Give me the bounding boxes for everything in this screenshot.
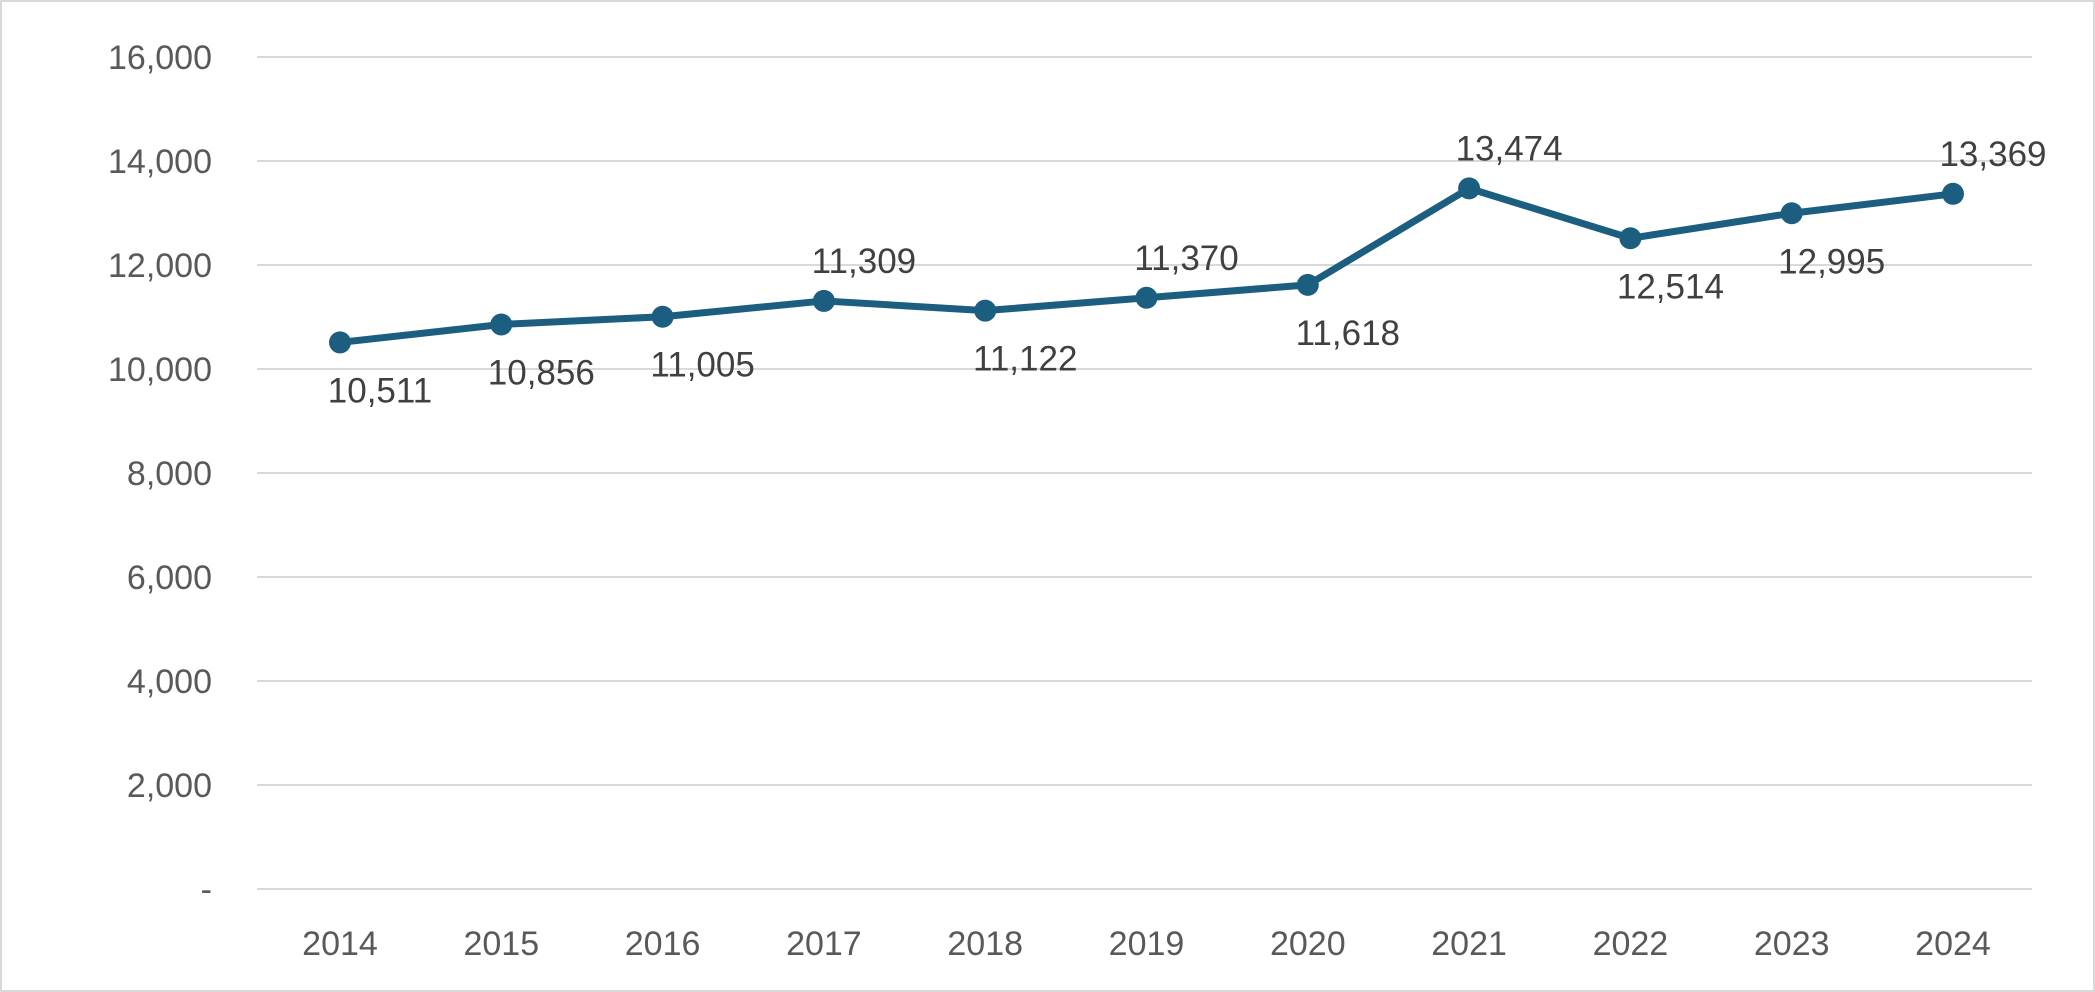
data-point [329,331,351,354]
data-point [1942,182,1964,205]
x-tick-label: 2024 [1915,925,1991,963]
y-tick-label: 14,000 [108,143,212,181]
y-tick-label: 10,000 [108,351,212,389]
data-label: 10,856 [488,353,595,392]
x-tick-label: 2017 [786,925,862,963]
x-axis-tick-labels: 2014 2015 2016 2017 2018 2019 2020 2021 2022 2023… [302,925,1991,963]
x-tick-label: 2021 [1431,925,1507,963]
series-markers [329,177,1964,354]
y-tick-label: 16,000 [108,39,212,77]
data-point [1135,286,1158,309]
data-label: 13,369 [1939,135,2046,174]
y-tick-label: - [201,871,212,909]
data-point [1619,227,1642,250]
data-point [974,299,997,322]
data-label: 11,370 [1134,239,1238,278]
data-point [812,289,835,312]
x-tick-label: 2020 [1270,925,1346,963]
data-label: 11,618 [1296,314,1400,353]
y-axis-tick-labels: - 2,000 4,000 6,000 8,000 10,000 12,000 14,000 1… [108,39,212,909]
data-label: 10,511 [328,371,432,410]
x-tick-label: 2022 [1593,925,1669,963]
data-point [651,305,674,328]
grid-layer [257,56,2032,890]
y-tick-label: 12,000 [108,247,212,285]
data-label: 13,474 [1456,129,1563,168]
x-tick-label: 2016 [625,925,701,963]
y-tick-label: 2,000 [127,767,212,805]
data-label: 11,005 [650,346,754,385]
x-tick-label: 2023 [1754,925,1830,963]
data-label: 12,995 [1778,242,1885,281]
y-tick-label: 8,000 [127,455,212,493]
y-tick-label: 6,000 [127,559,212,597]
data-point [490,313,513,336]
y-tick-label: 4,000 [127,663,212,701]
data-point [1296,273,1319,296]
data-label: 12,514 [1617,267,1724,306]
data-point [1458,177,1481,200]
data-labels: 10,511 10,856 11,005 11,309 11,122 11,370 11,6… [328,129,2047,410]
x-tick-label: 2019 [1109,925,1185,963]
data-point [1780,202,1803,225]
x-tick-label: 2014 [302,925,378,963]
data-label: 11,309 [812,242,916,281]
x-tick-label: 2015 [463,925,539,963]
x-tick-label: 2018 [947,925,1023,963]
data-label: 11,122 [973,340,1077,379]
